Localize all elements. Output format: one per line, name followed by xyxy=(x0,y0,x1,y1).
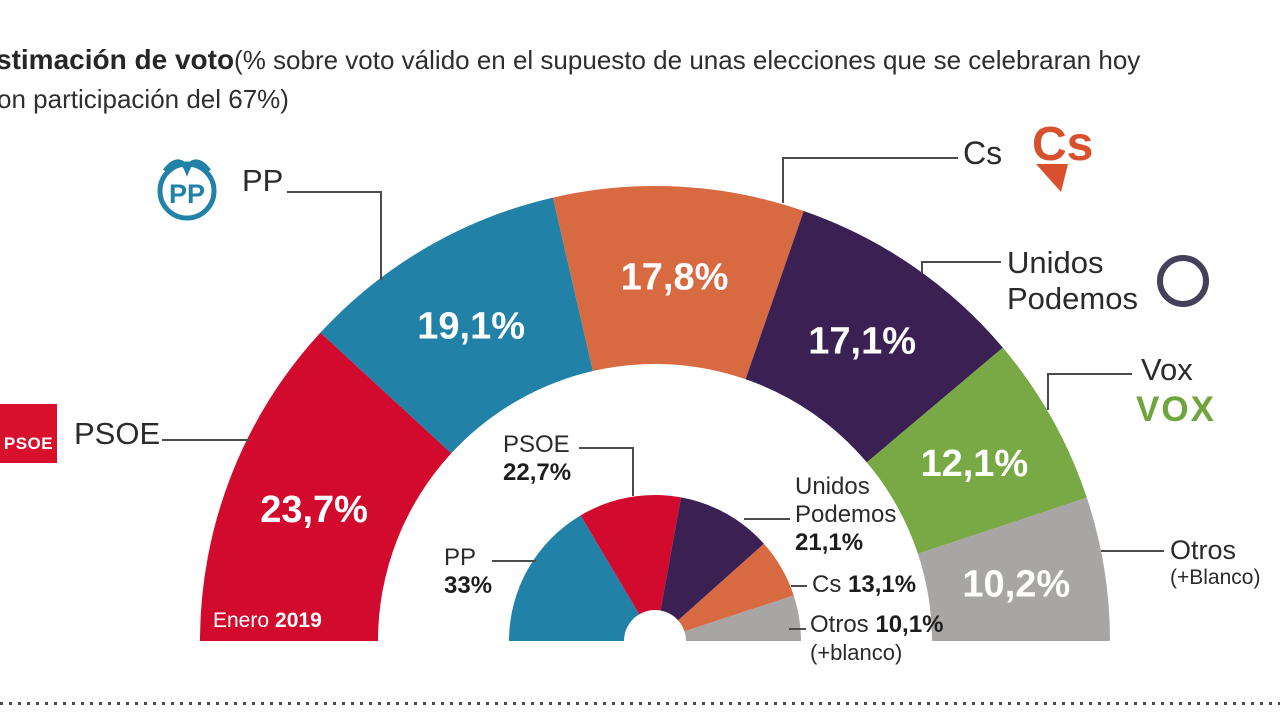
segment-value-vox: 12,1% xyxy=(920,443,1028,485)
inner-label-cs: Cs 13,1% xyxy=(812,571,916,599)
outer-ring: 23,7% 19,1% 17,8% 17,1% 12,1% 10,2% xyxy=(200,186,1110,641)
label-psoe: PSOE xyxy=(74,416,161,451)
segment-value-otros-blanco: 10,2% xyxy=(962,564,1070,606)
inner-segment-pp xyxy=(509,515,640,641)
label-otros-line1: Otros xyxy=(1170,535,1237,565)
inner-pp-value: 33% xyxy=(444,572,493,599)
title-subtitle-line2: on participación del 67%) xyxy=(0,84,289,114)
inner-psoe-name: PSOE xyxy=(503,431,570,458)
cs-logo-text: Cs xyxy=(1032,118,1093,171)
cs-logo-triangle-icon xyxy=(1036,164,1068,192)
inner-cs-value: 13,1% xyxy=(848,571,917,598)
label-vox: Vox xyxy=(1141,352,1193,387)
label-cs: Cs xyxy=(963,135,1003,171)
dotted-separator xyxy=(0,702,1280,705)
outer-segment-unidos-podemos xyxy=(745,210,1003,463)
inner-label-otros: Otros 10,1% (+blanco) xyxy=(810,611,943,667)
segment-value-pp: 19,1% xyxy=(417,306,525,348)
psoe-logo-text: PSOE xyxy=(3,434,54,453)
label-otros: Otros (+Blanco) xyxy=(1170,535,1260,590)
inner-segment-unidos-podemos xyxy=(660,497,764,621)
leader-vox xyxy=(1047,373,1132,410)
pp-logo: PP xyxy=(157,159,217,221)
inner-label-pp: PP 33% xyxy=(444,544,492,600)
inner-segment-otros xyxy=(684,595,801,641)
label-unidos-podemos: Unidos Podemos xyxy=(1007,245,1138,316)
inner-up-name: Unidos Podemos xyxy=(795,473,897,528)
leader-lines xyxy=(162,157,1164,630)
leader-pp xyxy=(287,191,382,280)
leader-cs xyxy=(782,157,958,203)
inner-otros-name: Otros xyxy=(810,611,869,638)
inner-otros-value: 10,1% xyxy=(875,611,944,638)
inner-cs-name: Cs xyxy=(812,571,842,598)
pp-logo-text: PP xyxy=(169,179,205,209)
outer-segment-pp xyxy=(320,197,593,454)
outer-segment-vox xyxy=(866,347,1087,554)
outer-segment-cs xyxy=(552,186,804,380)
segment-value-cs: 17,8% xyxy=(621,257,729,299)
inner-ring xyxy=(509,495,801,641)
inner-up-value: 21,1% xyxy=(795,529,864,556)
inner-segment-psoe xyxy=(580,495,682,615)
outer-segment-otros-blanco xyxy=(917,497,1110,641)
leader-unidos-podemos xyxy=(921,261,1001,273)
title-bold: stimación de voto xyxy=(0,44,235,75)
label-pp: PP xyxy=(242,163,284,198)
psoe-logo: PSOE xyxy=(0,404,57,463)
inner-psoe-value: 22,7% xyxy=(503,459,572,486)
leader-inner-psoe xyxy=(579,447,634,496)
unidos-podemos-circle-icon xyxy=(1157,255,1209,307)
inner-otros-note: (+blanco) xyxy=(810,640,903,665)
outer-segment-psoe xyxy=(200,332,452,641)
label-otros-line2: (+Blanco) xyxy=(1170,566,1261,589)
page-title: stimación de voto(% sobre voto válido en… xyxy=(0,44,1140,76)
cs-logo: Cs xyxy=(1032,118,1093,192)
annotation-month: Enero xyxy=(213,609,269,632)
annotation-year: 2019 xyxy=(275,609,322,632)
inner-label-unidos-podemos: Unidos Podemos 21,1% xyxy=(795,473,913,557)
enero-2019-annotation: Enero 2019 xyxy=(213,609,322,632)
segment-value-unidos-podemos: 17,1% xyxy=(808,320,916,362)
inner-label-psoe: PSOE 22,7% xyxy=(503,431,571,487)
pp-logo-gull-icon xyxy=(163,159,211,177)
title-subtitle: (% sobre voto válido en el supuesto de u… xyxy=(234,45,1141,75)
vox-logo: VOX xyxy=(1136,390,1216,429)
inner-pp-name: PP xyxy=(444,544,477,571)
segment-value-psoe: 23,7% xyxy=(260,489,368,531)
inner-segment-cs xyxy=(678,543,794,632)
pp-logo-circle xyxy=(157,161,217,221)
